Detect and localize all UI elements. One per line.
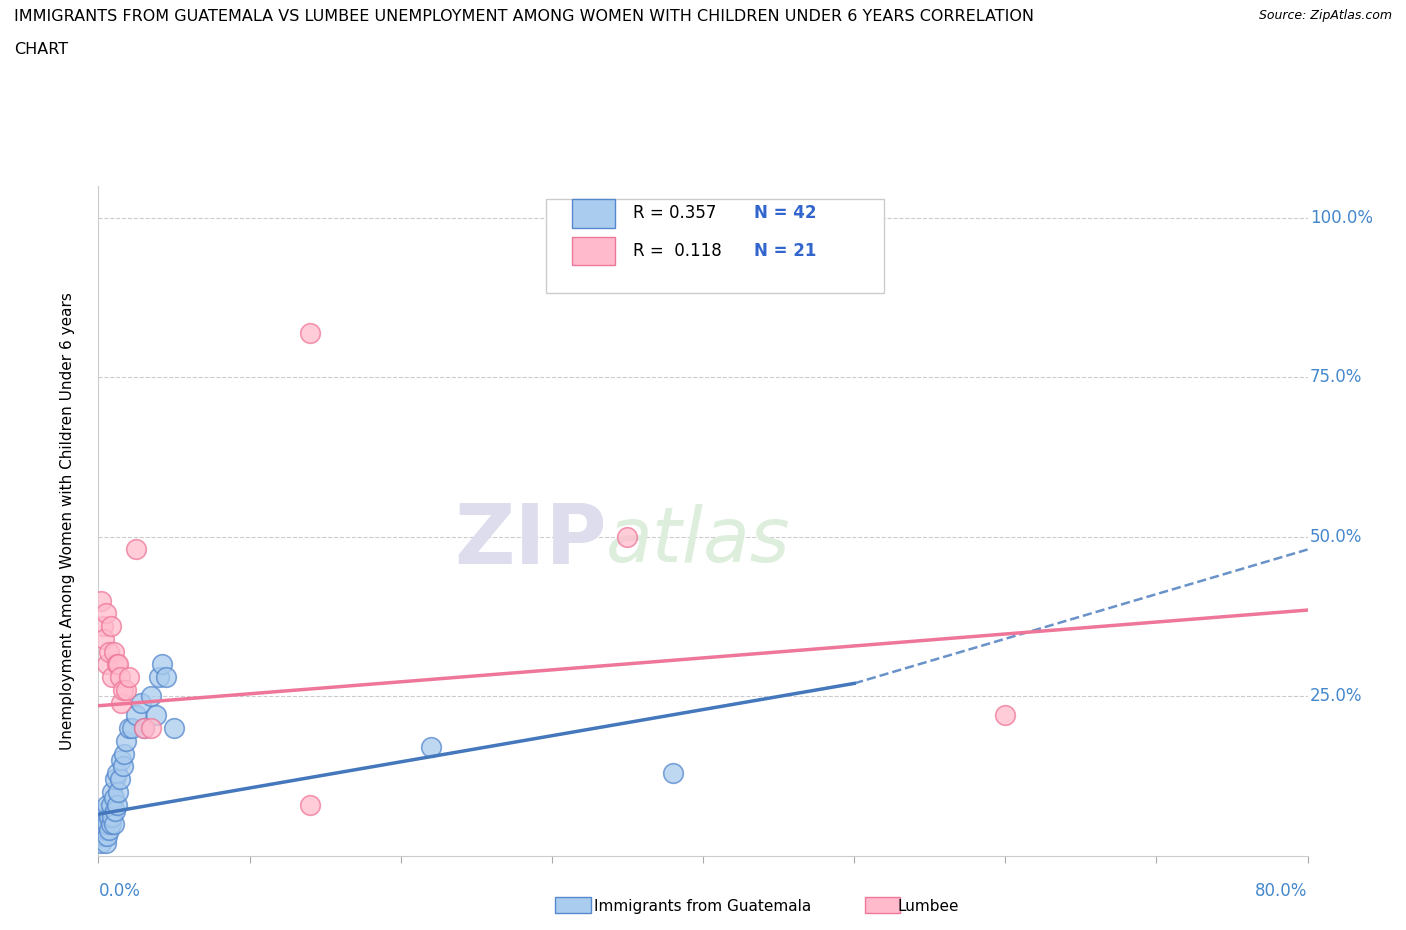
- Text: atlas: atlas: [606, 504, 790, 578]
- Text: Lumbee: Lumbee: [897, 899, 959, 914]
- Point: [91, 817, 114, 831]
- Point: [105, 765, 128, 780]
- Point: [112, 746, 135, 761]
- Point: [93, 810, 115, 825]
- FancyBboxPatch shape: [555, 897, 591, 913]
- Text: Immigrants from Guatemala: Immigrants from Guatemala: [595, 899, 811, 914]
- FancyBboxPatch shape: [572, 199, 614, 228]
- Point: [96, 797, 118, 812]
- Point: [121, 721, 143, 736]
- Text: ZIP: ZIP: [454, 500, 606, 581]
- Point: [105, 657, 128, 671]
- Point: [105, 797, 128, 812]
- Point: [132, 721, 155, 736]
- Point: [148, 670, 170, 684]
- Point: [90, 593, 112, 608]
- Point: [93, 829, 115, 844]
- Point: [94, 804, 117, 818]
- Point: [94, 823, 117, 838]
- Point: [94, 605, 117, 620]
- Point: [114, 734, 136, 749]
- Text: 100.0%: 100.0%: [1310, 209, 1374, 227]
- Point: [98, 810, 121, 825]
- Point: [103, 644, 125, 659]
- Point: [104, 772, 127, 787]
- Text: 75.0%: 75.0%: [1310, 368, 1362, 386]
- Point: [100, 618, 122, 633]
- Point: [98, 823, 121, 838]
- Text: IMMIGRANTS FROM GUATEMALA VS LUMBEE UNEMPLOYMENT AMONG WOMEN WITH CHILDREN UNDER: IMMIGRANTS FROM GUATEMALA VS LUMBEE UNEM…: [14, 9, 1033, 24]
- Point: [110, 695, 132, 710]
- Point: [96, 817, 118, 831]
- Point: [129, 695, 152, 710]
- Point: [141, 721, 163, 736]
- Point: [101, 784, 124, 799]
- Point: [155, 670, 177, 684]
- Point: [118, 670, 141, 684]
- Point: [107, 657, 129, 671]
- Text: 50.0%: 50.0%: [1310, 527, 1362, 546]
- Point: [616, 529, 638, 544]
- Point: [118, 721, 141, 736]
- Point: [104, 804, 127, 818]
- Point: [299, 326, 322, 340]
- Point: [114, 683, 136, 698]
- Point: [125, 542, 148, 557]
- Point: [100, 817, 122, 831]
- Point: [107, 784, 129, 799]
- FancyBboxPatch shape: [546, 199, 884, 293]
- Point: [111, 683, 134, 698]
- Point: [111, 759, 134, 774]
- Point: [108, 670, 131, 684]
- Point: [150, 657, 173, 671]
- Text: Source: ZipAtlas.com: Source: ZipAtlas.com: [1258, 9, 1392, 22]
- Point: [96, 829, 118, 844]
- Point: [661, 765, 683, 780]
- FancyBboxPatch shape: [572, 237, 614, 265]
- Point: [108, 772, 131, 787]
- FancyBboxPatch shape: [865, 897, 900, 913]
- Text: R =  0.118: R = 0.118: [633, 242, 721, 260]
- Point: [91, 618, 114, 633]
- Point: [103, 790, 125, 805]
- Point: [132, 721, 155, 736]
- Point: [103, 817, 125, 831]
- Y-axis label: Unemployment Among Women with Children Under 6 years: Unemployment Among Women with Children U…: [60, 292, 75, 750]
- Point: [101, 810, 124, 825]
- Text: 25.0%: 25.0%: [1310, 687, 1362, 705]
- Point: [125, 708, 148, 723]
- Text: 0.0%: 0.0%: [98, 883, 141, 900]
- Point: [96, 657, 118, 671]
- Text: CHART: CHART: [14, 42, 67, 57]
- Point: [419, 739, 441, 754]
- Point: [299, 797, 322, 812]
- Text: N = 21: N = 21: [754, 242, 815, 260]
- Point: [145, 708, 167, 723]
- Point: [90, 835, 112, 850]
- Text: 80.0%: 80.0%: [1256, 883, 1308, 900]
- Point: [91, 829, 114, 844]
- Point: [101, 670, 124, 684]
- Point: [94, 835, 117, 850]
- Text: R = 0.357: R = 0.357: [633, 205, 716, 222]
- Text: N = 42: N = 42: [754, 205, 817, 222]
- Point: [163, 721, 186, 736]
- Point: [98, 644, 121, 659]
- Point: [141, 689, 163, 704]
- Point: [110, 752, 132, 767]
- Point: [994, 708, 1017, 723]
- Point: [100, 797, 122, 812]
- Point: [93, 631, 115, 646]
